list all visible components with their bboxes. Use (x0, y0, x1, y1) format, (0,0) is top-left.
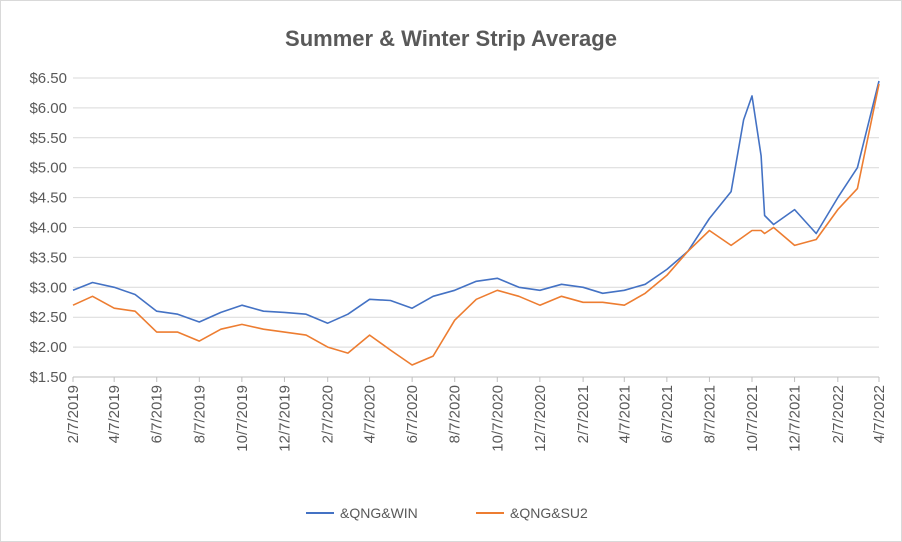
x-tick-label: 2/7/2019 (65, 385, 82, 443)
x-tick-label: 2/7/2020 (320, 385, 337, 443)
y-tick-label: $4.50 (29, 190, 67, 207)
x-tick-label: 6/7/2021 (659, 385, 676, 443)
x-tick-label: 12/7/2021 (787, 385, 804, 452)
x-tick-label: 4/7/2022 (871, 385, 888, 443)
y-tick-label: $1.50 (29, 369, 67, 386)
y-tick-label: $6.50 (29, 70, 67, 87)
x-tick-label: 6/7/2019 (149, 385, 166, 443)
legend-label-1: &QNG&WIN (340, 505, 418, 521)
gridlines (73, 77, 879, 378)
legend: &QNG&WIN &QNG&SU2 (306, 505, 588, 521)
x-tick-label: 12/7/2020 (532, 385, 549, 452)
series-line-2 (72, 83, 880, 366)
y-tick-label: $4.00 (29, 220, 67, 237)
series-line-1 (72, 80, 880, 325)
x-tick-label: 4/7/2021 (616, 385, 633, 443)
x-tick-label: 10/7/2021 (744, 385, 761, 452)
x-tick-label: 8/7/2020 (447, 385, 464, 443)
y-tick-label: $3.50 (29, 249, 67, 266)
x-tick-label: 8/7/2021 (701, 385, 718, 443)
x-tick-label: 10/7/2019 (234, 385, 251, 452)
y-tick-label: $3.00 (29, 279, 67, 296)
chart-title: Summer & Winter Strip Average (285, 26, 617, 51)
y-tick-label: $2.00 (29, 339, 67, 356)
x-tick-label: 6/7/2020 (404, 385, 421, 443)
y-tick-label: $5.00 (29, 160, 67, 177)
series-lines (72, 80, 880, 366)
x-tick-label: 2/7/2021 (575, 385, 592, 443)
x-tick-label: 2/7/2022 (830, 385, 847, 443)
y-tick-label: $2.50 (29, 309, 67, 326)
x-tick-label: 4/7/2020 (362, 385, 379, 443)
x-tick-label: 4/7/2019 (106, 385, 123, 443)
y-tick-label: $6.00 (29, 100, 67, 117)
x-tick-label: 8/7/2019 (191, 385, 208, 443)
x-axis-ticks: 2/7/2019 4/7/2019 6/7/2019 8/7/2019 10/7/201… (65, 377, 888, 452)
x-tick-label: 12/7/2019 (276, 385, 293, 452)
y-tick-label: $5.50 (29, 130, 67, 147)
y-axis-ticks: $1.50 $2.00 $2.50 $3.00 $3.50 $4.00 $4.50 $5.00… (29, 70, 67, 386)
legend-label-2: &QNG&SU2 (510, 505, 588, 521)
x-tick-label: 10/7/2020 (489, 385, 506, 452)
